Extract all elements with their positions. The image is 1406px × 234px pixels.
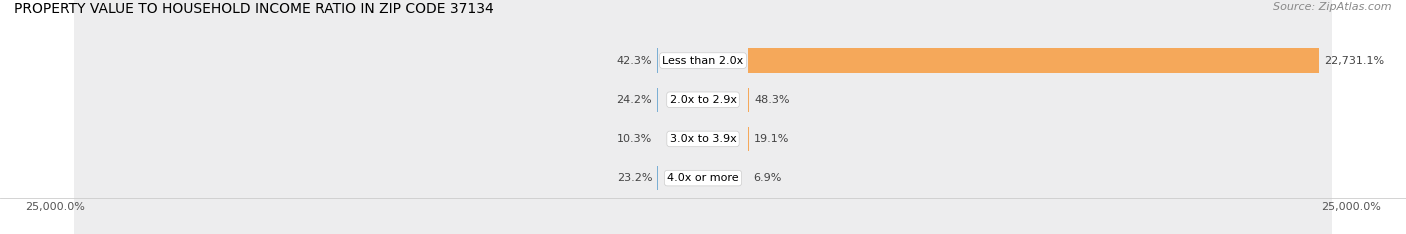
Text: 22,731.1%: 22,731.1% [1324, 55, 1384, 66]
Text: 24.2%: 24.2% [617, 95, 652, 105]
Text: 25,000.0%: 25,000.0% [25, 202, 84, 212]
FancyBboxPatch shape [75, 0, 1331, 234]
Text: 48.3%: 48.3% [755, 95, 790, 105]
Text: 42.3%: 42.3% [616, 55, 652, 66]
Bar [748, 48, 1319, 73]
Text: 25,000.0%: 25,000.0% [1322, 202, 1381, 212]
FancyBboxPatch shape [75, 0, 1331, 234]
Text: 23.2%: 23.2% [617, 173, 652, 183]
Text: 6.9%: 6.9% [754, 173, 782, 183]
Text: 2.0x to 2.9x: 2.0x to 2.9x [669, 95, 737, 105]
Text: 19.1%: 19.1% [754, 134, 789, 144]
Text: PROPERTY VALUE TO HOUSEHOLD INCOME RATIO IN ZIP CODE 37134: PROPERTY VALUE TO HOUSEHOLD INCOME RATIO… [14, 2, 494, 16]
Text: Source: ZipAtlas.com: Source: ZipAtlas.com [1274, 2, 1392, 12]
FancyBboxPatch shape [75, 0, 1331, 234]
Text: 3.0x to 3.9x: 3.0x to 3.9x [669, 134, 737, 144]
Text: 10.3%: 10.3% [617, 134, 652, 144]
Text: Less than 2.0x: Less than 2.0x [662, 55, 744, 66]
FancyBboxPatch shape [75, 0, 1331, 234]
Text: 4.0x or more: 4.0x or more [668, 173, 738, 183]
